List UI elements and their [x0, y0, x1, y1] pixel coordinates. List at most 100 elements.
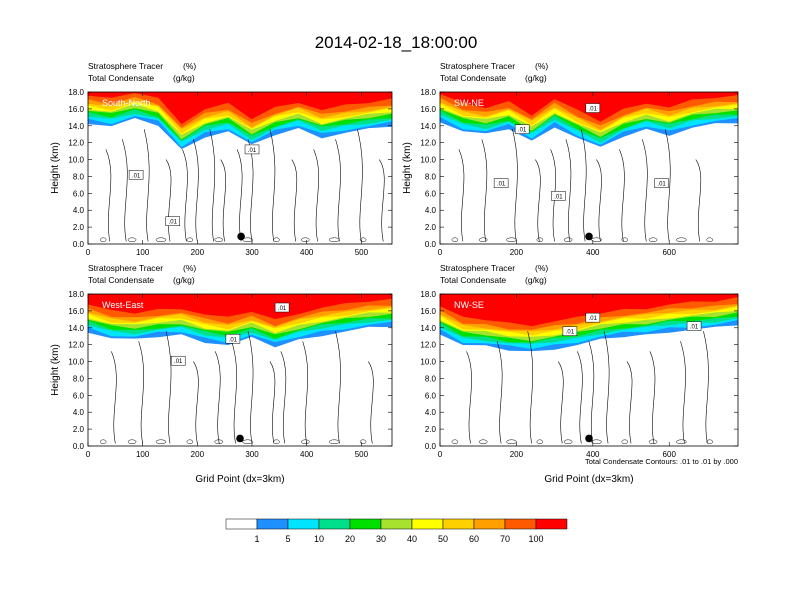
condensate-contour: [536, 439, 544, 445]
colorbar-label: 60: [469, 534, 479, 544]
x-tick-label: 200: [191, 248, 205, 257]
y-tick-label: 10.0: [420, 358, 436, 367]
y-tick-label: 12.0: [420, 139, 436, 148]
location-marker: [585, 232, 593, 241]
y-tick-label: 0.0: [73, 240, 85, 249]
condensate-contour: [209, 129, 216, 242]
y-tick-label: 14.0: [420, 122, 436, 131]
location-marker: [236, 434, 244, 443]
y-tick-label: 2.0: [73, 425, 85, 434]
condensate-contour: [105, 149, 112, 242]
condensate-contour: [214, 237, 223, 243]
subtitle-condensate-units: (g/kg): [173, 73, 195, 83]
condensate-contour: [359, 439, 367, 445]
contour-label-box: [128, 170, 144, 180]
plot-area: .01 .01 .01: [88, 294, 392, 446]
condensate-contour: [527, 331, 533, 444]
condensate-contour: [165, 331, 172, 444]
plot-frame: [87, 293, 393, 447]
colorbar-swatch: [473, 518, 506, 530]
y-tick-label: 8.0: [73, 374, 85, 383]
y-tick-label: 2.0: [425, 425, 437, 434]
condensate-contour: [231, 341, 237, 444]
y-tick-label: 18.0: [420, 290, 436, 299]
x-axis-label: Grid Point (dx=3km): [544, 474, 633, 485]
condensate-contour: [379, 159, 385, 242]
condensate-contour: [280, 351, 287, 444]
condensate-contour: [328, 237, 340, 243]
x-axis-label: Grid Point (dx=3km): [195, 474, 284, 485]
y-tick-label: 16.0: [420, 105, 436, 114]
colorbar-label: 1: [254, 534, 259, 544]
condensate-contour: [301, 439, 310, 445]
y-tick-label: 8.0: [425, 374, 437, 383]
y-tick-label: 0.0: [73, 442, 85, 451]
y-axis-label: Height (km): [402, 142, 413, 194]
x-tick-label: 500: [355, 450, 369, 459]
y-tick-label: 10.0: [68, 156, 84, 165]
panel-south-north: .01 .01 .01 South-North 0.0 2.0 4.0 6.0 8.0 10.0 1…: [50, 61, 393, 257]
condensate-contour: [242, 439, 253, 445]
x-tick-label: 0: [86, 450, 91, 459]
y-tick-label: 4.0: [73, 408, 85, 417]
tracer-band: [440, 294, 738, 327]
condensate-contour: [591, 237, 602, 243]
y-tick-label: 12.0: [68, 139, 84, 148]
contour-label-box: [585, 312, 601, 323]
tracer-band: [88, 92, 392, 125]
condensate-contour: [706, 439, 713, 445]
subtitle-condensate: Total Condensate: [88, 275, 154, 285]
y-tick-label: 16.0: [420, 307, 436, 316]
condensate-contour: [335, 139, 341, 242]
condensate-contour: [155, 237, 167, 243]
condensate-contour: [536, 237, 544, 243]
condensate-contour: [506, 237, 517, 243]
condensate-contour: [535, 159, 541, 242]
condensate-contour: [220, 159, 227, 242]
condensate-contour: [99, 439, 107, 445]
y-axis-label: Height (km): [50, 142, 61, 194]
y-tick-label: 18.0: [68, 88, 84, 97]
panel-label: South-North: [102, 98, 151, 108]
figure-title: 2014-02-18_18:00:00: [315, 33, 478, 52]
subtitle-tracer-units: (%): [535, 263, 548, 273]
contour-label-box: [654, 178, 669, 188]
x-tick-label: 600: [663, 248, 677, 257]
condensate-contour: [236, 149, 243, 242]
panel-nw-se: .01 .01 .01 NW-SE 0.0 2.0 4.0 6.0 8.0 10.0 12.0 14.…: [420, 263, 739, 485]
subtitle-condensate: Total Condensate: [440, 73, 506, 83]
contour-label: .01: [169, 220, 178, 226]
x-tick-label: 400: [300, 450, 314, 459]
contour-label-box: [551, 191, 566, 201]
contour-label-box: [585, 103, 601, 113]
subtitle-tracer: Stratosphere Tracer: [88, 263, 163, 273]
y-tick-label: 4.0: [425, 206, 437, 215]
condensate-contour: [193, 361, 199, 444]
x-tick-label: 200: [510, 450, 524, 459]
subtitle-condensate: Total Condensate: [88, 73, 154, 83]
subtitle-condensate: Total Condensate: [440, 275, 506, 285]
contour-label: .01: [690, 325, 699, 331]
condensate-contour: [648, 439, 658, 445]
x-tick-label: 400: [586, 248, 600, 257]
condensate-contour: [186, 439, 194, 445]
condensate-contour: [359, 237, 367, 243]
colorbar-label: 20: [345, 534, 355, 544]
x-tick-label: 500: [355, 248, 369, 257]
y-tick-label: 0.0: [425, 240, 437, 249]
y-tick-label: 4.0: [73, 206, 85, 215]
colorbar-label: 50: [438, 534, 448, 544]
colorbar-swatch: [411, 518, 444, 530]
x-tick-label: 300: [245, 248, 259, 257]
y-tick-label: 12.0: [68, 341, 84, 350]
contour-label: .01: [589, 316, 598, 322]
condensate-contour: [621, 237, 629, 243]
contour-label: .01: [248, 148, 257, 154]
condensate-contour: [619, 149, 625, 242]
panel-label: SW-NE: [454, 98, 484, 108]
colorbar-legend: 1 5 10 20 30 40 50 60 70 100: [225, 518, 568, 544]
contour-label-box: [493, 178, 509, 188]
contour-label-box: [225, 334, 241, 344]
condensate-contour: [664, 129, 671, 242]
contour-label-box: [165, 216, 180, 226]
